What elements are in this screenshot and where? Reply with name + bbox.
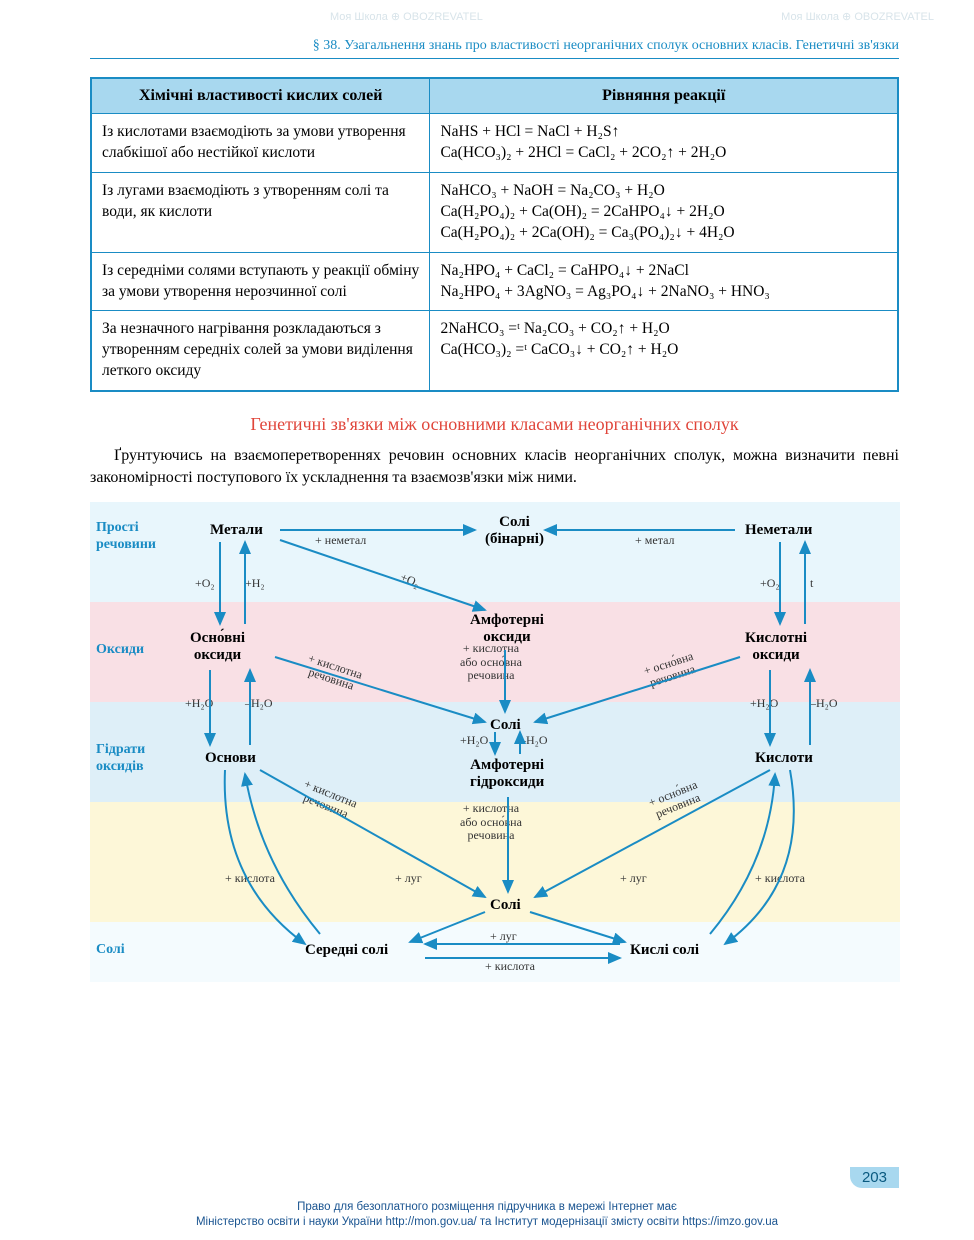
- node-metals: Метали: [210, 522, 263, 539]
- label-plus-o2-1: +O₂: [195, 577, 215, 590]
- table-cell-property: Із кислотами взаємодіють за умови утворе…: [91, 114, 430, 173]
- node-nonmetals: Неметали: [745, 522, 812, 539]
- body-paragraph: Ґрунтуючись на взаємоперетвореннях речов…: [90, 445, 899, 488]
- genetic-links-diagram: Прості речовини Оксиди Гідрати оксидів С…: [90, 502, 900, 982]
- table-cell-property: Із лугами взаємодіють з утворенням солі …: [91, 172, 430, 252]
- label-t: t: [810, 577, 813, 590]
- properties-table: Хімічні властивості кислих солей Рівнянн…: [90, 77, 899, 392]
- node-acid-salts: Кислі солі: [630, 942, 699, 959]
- label-acid-or-base-2: + кислотнаабо осно́внаречовина: [460, 802, 522, 842]
- table-cell-equation: Na₂HPO₄ + CaCl₂ = CaHPO₄↓ + 2NaClNa₂HPO₄…: [430, 252, 898, 311]
- label-plus-h2o-1: +H₂O: [185, 697, 213, 710]
- label-plus-metal: + метал: [635, 534, 675, 547]
- label-plus-alkali-1: + луг: [395, 872, 422, 885]
- footer-line-1: Право для безоплатного розміщення підруч…: [0, 1200, 974, 1215]
- node-acidic-oxides: Кислотніоксиди: [745, 630, 807, 663]
- label-plus-acid-1: + кислота: [225, 872, 275, 885]
- table-header-2: Рівняння реакції: [430, 78, 898, 114]
- node-amphoteric-hydroxides: Амфотернігідроксиди: [470, 757, 544, 790]
- node-salts-mid: Солі: [490, 717, 521, 734]
- label-minus-h2o-1: –H₂O: [245, 697, 273, 710]
- node-bases: Основи: [205, 750, 256, 767]
- label-plus-alkali-2: + луг: [620, 872, 647, 885]
- footer: Право для безоплатного розміщення підруч…: [0, 1200, 974, 1230]
- table-cell-equation: 2NaHCO₃ =ᵗ Na₂CO₃ + CO₂↑ + H₂OCa(HCO₃)₂ …: [430, 311, 898, 391]
- label-plus-h2o-3: +H₂O: [460, 734, 488, 747]
- section-title: Генетичні зв'язки між основними класами …: [90, 414, 899, 435]
- page-number: 203: [850, 1167, 899, 1188]
- row-label-simple: Прості речовини: [96, 520, 176, 552]
- label-plus-o2-3: +O₂: [760, 577, 780, 590]
- label-plus-acid-2: + кислота: [755, 872, 805, 885]
- label-plus-alkali-3: + луг: [490, 930, 517, 943]
- node-acids: Кислоти: [755, 750, 813, 767]
- table-cell-equation: NaHCO₃ + NaOH = Na₂CO₃ + H₂OCa(H₂PO₄)₂ +…: [430, 172, 898, 252]
- table-cell-property: За незначного нагрівання розкладаються з…: [91, 311, 430, 391]
- node-salts-binary: Солі(бінарні): [485, 514, 544, 547]
- node-basic-oxides: Осно́вніоксиди: [190, 630, 245, 663]
- label-minus-h2o-3: –H₂O: [520, 734, 548, 747]
- label-plus-nonmetal: + неметал: [315, 534, 366, 547]
- table-cell-equation: NaHS + HCl = NaCl + H₂S↑Ca(HCO₃)₂ + 2HCl…: [430, 114, 898, 173]
- table-header-1: Хімічні властивості кислих солей: [91, 78, 430, 114]
- page-header: § 38. Узагальнення знань про властивості…: [90, 38, 899, 59]
- node-salts-mid2: Солі: [490, 897, 521, 914]
- table-cell-property: Із середніми солями вступають у реакції …: [91, 252, 430, 311]
- node-medium-salts: Середні солі: [305, 942, 388, 959]
- label-plus-acid-3: + кислота: [485, 960, 535, 973]
- row-label-salts: Солі: [96, 942, 176, 958]
- label-acid-or-base-1: + кислотнаабо осно́внаречовина: [460, 642, 522, 682]
- label-minus-h2o-2: –H₂O: [810, 697, 838, 710]
- footer-line-2: Міністерство освіти і науки України http…: [0, 1215, 974, 1230]
- label-plus-h2o-2: +H₂O: [750, 697, 778, 710]
- row-label-hydrates: Гідрати оксидів: [96, 742, 176, 774]
- label-plus-h2: +H₂: [245, 577, 265, 590]
- row-label-oxides: Оксиди: [96, 642, 176, 658]
